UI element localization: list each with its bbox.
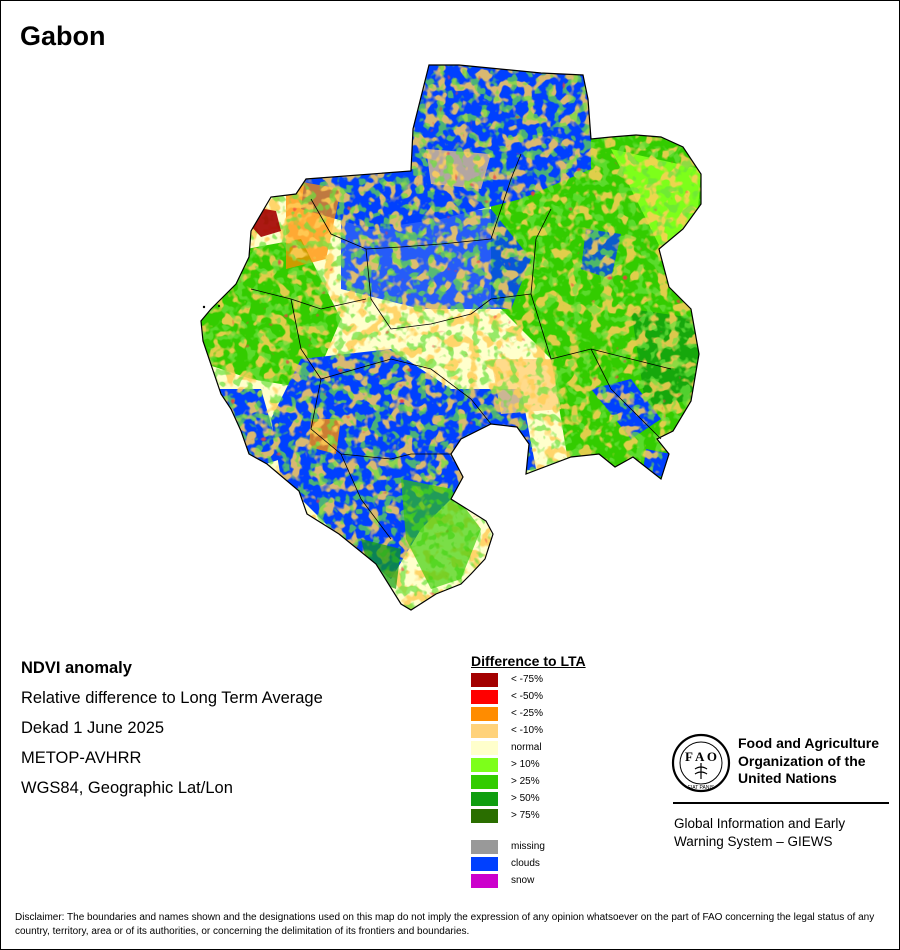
legend-swatch xyxy=(471,758,498,772)
legend-label: < -25% xyxy=(511,708,543,719)
disclaimer: Disclaimer: The boundaries and names sho… xyxy=(15,912,875,937)
gabon-map-svg xyxy=(200,64,702,611)
projection-label: WGS84, Geographic Lat/Lon xyxy=(21,779,233,797)
legend-item: normal xyxy=(471,740,651,757)
legend-classes: < -75% < -50% < -25% < -10% normal > 10% > 25%… xyxy=(471,672,651,825)
legend-item: < -10% xyxy=(471,723,651,740)
legend-label: > 25% xyxy=(511,776,540,787)
legend-swatch xyxy=(471,673,498,687)
legend-label: > 75% xyxy=(511,810,540,821)
fao-divider xyxy=(673,802,889,804)
legend-label: normal xyxy=(511,742,542,753)
legend-swatch xyxy=(471,724,498,738)
legend-item: > 50% xyxy=(471,791,651,808)
province-boundaries xyxy=(250,153,672,540)
legend-item: clouds xyxy=(471,856,651,873)
legend-swatch xyxy=(471,690,498,704)
legend-label: < -75% xyxy=(511,674,543,685)
product-name: NDVI anomaly xyxy=(21,659,132,677)
legend-item: < -50% xyxy=(471,689,651,706)
legend-label: clouds xyxy=(511,858,540,869)
map-title: Gabon xyxy=(20,21,106,51)
legend-other: missing clouds snow xyxy=(471,839,651,890)
legend-item: snow xyxy=(471,873,651,890)
period-label: Dekad 1 June 2025 xyxy=(21,719,165,737)
legend-swatch xyxy=(471,775,498,789)
anomaly-raster xyxy=(201,65,701,610)
legend-label: missing xyxy=(511,841,545,852)
legend-swatch xyxy=(471,792,498,806)
legend-label: < -10% xyxy=(511,725,543,736)
legend-item: < -25% xyxy=(471,706,651,723)
svg-text:F A O: F A O xyxy=(685,749,717,764)
legend-item: > 10% xyxy=(471,757,651,774)
legend: Difference to LTA < -75% < -50% < -25% < -1… xyxy=(471,652,651,890)
legend-label: snow xyxy=(511,875,535,886)
legend-item: > 75% xyxy=(471,808,651,825)
legend-swatch xyxy=(471,809,498,823)
svg-text:FIAT PANIS: FIAT PANIS xyxy=(688,785,715,791)
fao-logo-icon: F A O FIAT PANIS xyxy=(671,733,731,793)
legend-swatch xyxy=(471,857,498,871)
legend-swatch xyxy=(471,874,498,888)
legend-item: missing xyxy=(471,839,651,856)
legend-swatch xyxy=(471,741,498,755)
ndvi-anomaly-map xyxy=(191,59,711,614)
legend-swatch xyxy=(471,840,498,854)
giews-label: Global Information and Early Warning Sys… xyxy=(674,816,846,849)
legend-label: < -50% xyxy=(511,691,543,702)
legend-swatch xyxy=(471,707,498,721)
legend-label: > 10% xyxy=(511,759,540,770)
product-description: Relative difference to Long Term Average xyxy=(21,689,323,707)
legend-item: < -75% xyxy=(471,672,651,689)
legend-label: > 50% xyxy=(511,793,540,804)
sensor-label: METOP-AVHRR xyxy=(21,749,142,767)
map-info: NDVI anomaly Relative difference to Long… xyxy=(21,657,323,807)
legend-item: > 25% xyxy=(471,774,651,791)
legend-title: Difference to LTA xyxy=(471,653,586,669)
fao-name: Food and Agriculture Organization of the… xyxy=(738,735,880,786)
